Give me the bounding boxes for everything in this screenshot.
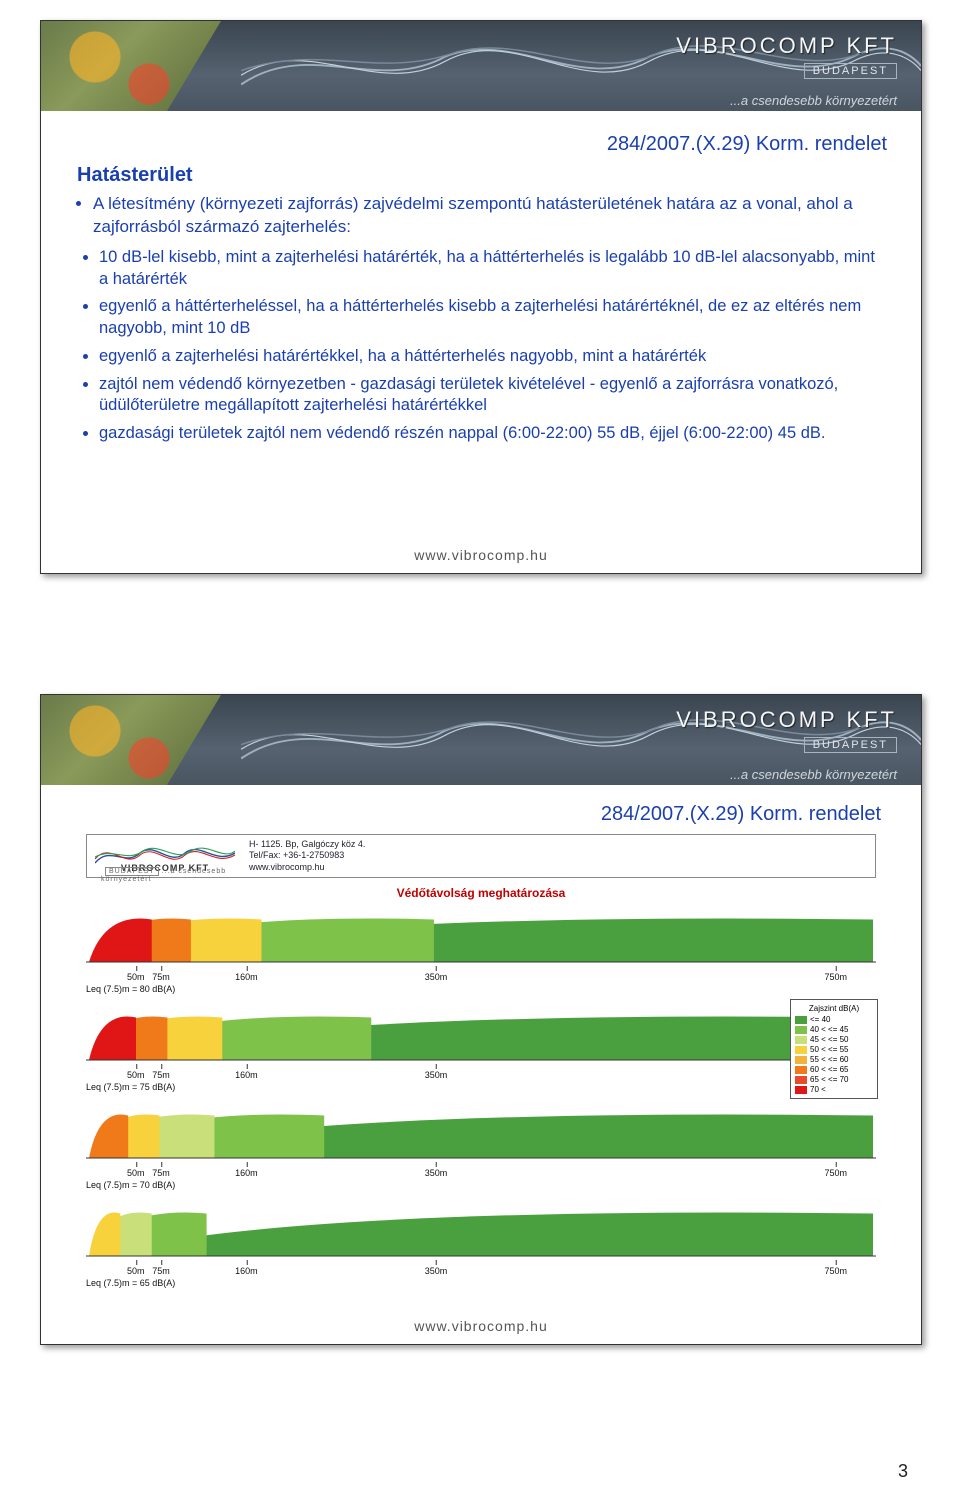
x-tick: 75m [152,1070,170,1080]
legend-label: 55 < <= 60 [810,1055,848,1064]
regulation-ref: 284/2007.(X.29) Korm. rendelet [75,133,887,156]
legend-label: 40 < <= 45 [810,1025,848,1034]
legend-row: 70 < [795,1085,873,1094]
page: VIBROCOMP KFT BUDAPEST ...a csendesebb k… [0,0,960,1505]
company-name: VIBROCOMP KFT [676,33,897,59]
company-name: VIBROCOMP KFT [676,707,897,733]
slide-footer: www.vibrocomp.hu [41,541,921,573]
company-city: BUDAPEST [804,63,897,79]
company-block: VIBROCOMP KFT BUDAPEST ...a csendesebb k… [676,33,897,108]
tick-row: 50m 75m 160m 350m 750m [86,1162,876,1178]
diagram-title: Védőtávolság meghatározása [86,886,876,900]
x-tick: 350m [425,1266,448,1276]
x-tick: 75m [152,972,170,982]
legend-swatch [795,1086,807,1094]
regulation-ref: 284/2007.(X.29) Korm. rendelet [81,803,881,826]
legend-swatch [795,1036,807,1044]
leq-label: Leq (7.5)m = 65 dB(A) [86,1278,175,1288]
header-map-graphic [41,21,221,111]
x-tick: 50m [127,972,145,982]
legend-label: 65 < <= 70 [810,1075,848,1084]
company-slogan: ...a csendesebb környezetért [676,767,897,782]
sub-bullet: egyenlő a zajterhelési határértékkel, ha… [99,346,887,368]
slide-footer: www.vibrocomp.hu [41,1312,921,1344]
legend-swatch [795,1016,807,1024]
slide-1: VIBROCOMP KFT BUDAPEST ...a csendesebb k… [40,20,922,574]
legend-label: 45 < <= 50 [810,1035,848,1044]
slide-body: 284/2007.(X.29) Korm. rendelet Hatásterü… [41,111,921,541]
header-map-graphic [41,695,221,785]
x-tick: 750m [824,1168,847,1178]
diagram-contact: H- 1125. Bp, Galgóczy köz 4. Tel/Fax: +3… [249,839,365,873]
legend-swatch [795,1076,807,1084]
legend-row: 65 < <= 70 [795,1075,873,1084]
legend-label: <= 40 [810,1015,830,1024]
leq-label: Leq (7.5)m = 75 dB(A) [86,1082,175,1092]
legend-title: Zajszint dB(A) [795,1004,873,1013]
diagram-header-box: VIBROCOMP KFT BUDAPEST ...a csendesebb k… [86,834,876,878]
noise-panel: 50m75m160m350m750mLeq (7.5)m = 65 dB(A) [86,1198,876,1276]
legend-row: 45 < <= 50 [795,1035,873,1044]
sub-bullet: 10 dB-lel kisebb, mint a zajterhelési ha… [99,247,887,291]
slide-header: VIBROCOMP KFT BUDAPEST ...a csendesebb k… [41,21,921,111]
legend-box: Zajszint dB(A) <= 4040 < <= 4545 < <= 50… [790,999,878,1099]
company-block: VIBROCOMP KFT BUDAPEST ...a csendesebb k… [676,707,897,782]
intro-bullet: A létesítmény (környezeti zajforrás) zaj… [93,193,887,239]
legend-row: 50 < <= 55 [795,1045,873,1054]
x-tick: 750m [824,972,847,982]
noise-panel: 50m75m160m350m750mLeq (7.5)m = 80 dB(A) [86,904,876,982]
slide-body: 284/2007.(X.29) Korm. rendelet VIBROCOMP… [41,785,921,1312]
leq-label: Leq (7.5)m = 80 dB(A) [86,984,175,994]
legend-swatch [795,1056,807,1064]
tick-row: 50m 75m 160m 350m 750m [86,1260,876,1276]
x-tick: 50m [127,1168,145,1178]
x-tick: 350m [425,1168,448,1178]
legend-swatch [795,1026,807,1034]
mini-logo: VIBROCOMP KFT BUDAPEST ...a csendesebb k… [95,839,235,873]
x-tick: 75m [152,1168,170,1178]
tick-row: 50m 75m 160m 350m 750m [86,966,876,982]
x-tick: 160m [235,1070,258,1080]
contact-line: H- 1125. Bp, Galgóczy köz 4. [249,839,365,850]
legend-row: 40 < <= 45 [795,1025,873,1034]
legend-row: <= 40 [795,1015,873,1024]
noise-panel: 50m75m160m350m750mLeq (7.5)m = 75 dB(A) [86,1002,876,1080]
x-tick: 75m [152,1266,170,1276]
sub-bullet: zajtól nem védendő környezetben - gazdas… [99,374,887,418]
noise-panel: 50m75m160m350m750mLeq (7.5)m = 70 dB(A) [86,1100,876,1178]
x-tick: 50m [127,1266,145,1276]
contact-line: Tel/Fax: +36-1-2750983 [249,850,365,861]
leq-label: Leq (7.5)m = 70 dB(A) [86,1180,175,1190]
x-tick: 160m [235,972,258,982]
x-tick: 160m [235,1168,258,1178]
sub-bullet: gazdasági területek zajtól nem védendő r… [99,423,887,445]
legend-row: 60 < <= 65 [795,1065,873,1074]
legend-label: 50 < <= 55 [810,1045,848,1054]
page-number: 3 [898,1461,908,1482]
tick-row: 50m75m160m350m750m [86,1064,876,1080]
sub-bullet: egyenlő a háttérterheléssel, ha a háttér… [99,296,887,340]
legend-swatch [795,1066,807,1074]
contact-line: www.vibrocomp.hu [249,862,365,873]
x-tick: 350m [425,1070,448,1080]
company-city: BUDAPEST [804,737,897,753]
x-tick: 350m [425,972,448,982]
x-tick: 50m [127,1070,145,1080]
slide-2: VIBROCOMP KFT BUDAPEST ...a csendesebb k… [40,694,922,1345]
x-tick: 160m [235,1266,258,1276]
noise-diagram: VIBROCOMP KFT BUDAPEST ...a csendesebb k… [86,834,876,1296]
legend-label: 60 < <= 65 [810,1065,848,1074]
legend-swatch [795,1046,807,1054]
mini-logo-city: BUDAPEST [105,867,159,876]
section-title: Hatásterület [77,164,887,187]
company-slogan: ...a csendesebb környezetért [676,93,897,108]
x-tick: 750m [824,1266,847,1276]
slide-header: VIBROCOMP KFT BUDAPEST ...a csendesebb k… [41,695,921,785]
legend-label: 70 < [810,1085,826,1094]
legend-row: 55 < <= 60 [795,1055,873,1064]
